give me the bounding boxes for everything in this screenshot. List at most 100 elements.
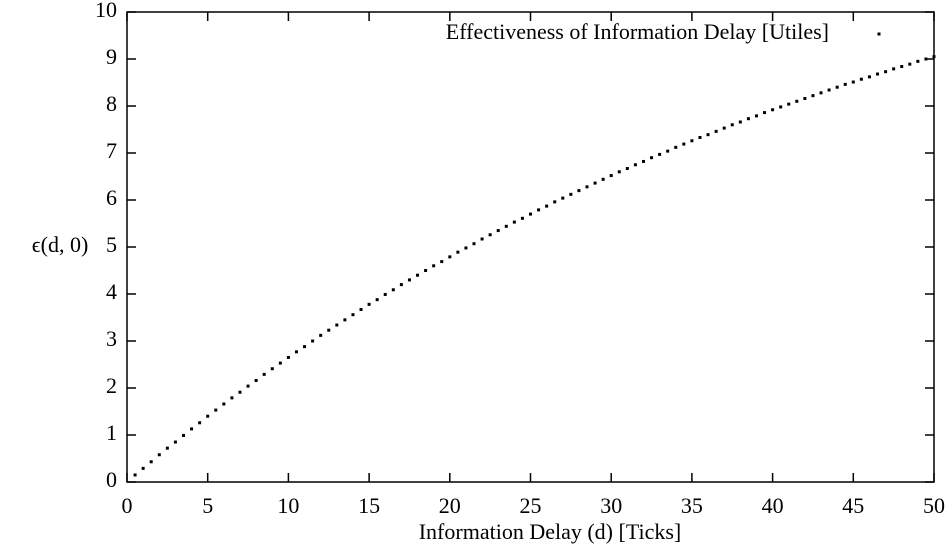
x-tick-label: 0 <box>122 493 133 518</box>
point <box>658 152 662 156</box>
point <box>181 433 185 437</box>
point <box>617 170 621 174</box>
point <box>480 237 484 241</box>
x-tick-label: 35 <box>681 493 703 518</box>
x-tick-label: 15 <box>358 493 380 518</box>
point <box>407 278 411 282</box>
point <box>141 466 145 470</box>
x-tick-label: 20 <box>439 493 461 518</box>
point <box>827 88 831 92</box>
point <box>149 460 153 464</box>
point <box>424 269 428 272</box>
point <box>666 149 670 153</box>
point <box>738 120 742 124</box>
x-tick-label: 45 <box>842 493 864 518</box>
point <box>867 75 871 79</box>
point <box>787 102 791 106</box>
point <box>674 145 678 149</box>
point <box>198 421 202 425</box>
point <box>222 402 226 406</box>
point <box>472 242 476 246</box>
point <box>214 408 218 412</box>
point <box>504 224 508 228</box>
y-tick-label: 9 <box>106 44 117 69</box>
point <box>190 427 194 431</box>
point <box>351 313 355 317</box>
point <box>440 260 444 264</box>
legend-marker <box>877 32 881 36</box>
point <box>254 378 258 382</box>
y-tick-label: 0 <box>106 467 117 492</box>
point <box>577 189 581 193</box>
y-tick-label: 2 <box>106 373 117 398</box>
point <box>488 233 492 237</box>
y-tick-label: 1 <box>106 420 117 445</box>
point <box>690 139 694 143</box>
point <box>835 85 839 89</box>
point <box>892 67 896 71</box>
y-axis-label: ϵ(d, 0) <box>32 232 89 257</box>
point <box>343 318 347 322</box>
point <box>367 302 371 306</box>
point <box>593 181 597 185</box>
point <box>601 177 605 181</box>
point <box>456 250 460 254</box>
plot-frame <box>126 11 935 483</box>
y-tick-label: 10 <box>95 0 117 22</box>
point <box>375 298 379 302</box>
x-tick-label: 30 <box>600 493 622 518</box>
point <box>512 220 516 224</box>
point <box>399 283 403 287</box>
point <box>464 246 468 250</box>
point <box>843 82 847 86</box>
y-tick-label: 6 <box>106 185 117 210</box>
point <box>763 111 767 115</box>
point <box>609 174 613 178</box>
point <box>625 167 629 171</box>
point <box>803 96 807 100</box>
point <box>698 135 702 139</box>
x-tick-label: 50 <box>923 493 945 518</box>
point <box>722 126 726 130</box>
point <box>286 355 290 359</box>
point <box>246 384 250 388</box>
point <box>529 212 532 216</box>
point <box>238 390 242 394</box>
x-axis-label: Information Delay (d) [Ticks] <box>419 519 682 544</box>
point <box>746 117 750 121</box>
point <box>391 288 395 292</box>
point <box>754 114 758 118</box>
point <box>303 345 307 349</box>
point <box>432 264 436 268</box>
point <box>876 72 880 76</box>
y-tick-label: 4 <box>106 279 117 304</box>
legend-label: Effectiveness of Information Delay [Util… <box>446 19 829 44</box>
point <box>206 414 210 418</box>
point <box>932 55 936 59</box>
point <box>900 65 904 69</box>
point <box>270 367 274 371</box>
point <box>319 333 323 337</box>
point <box>537 208 541 212</box>
point <box>771 108 775 112</box>
point <box>335 323 339 327</box>
point <box>650 156 654 160</box>
point <box>730 123 734 127</box>
point <box>916 59 920 63</box>
point <box>811 94 815 98</box>
x-tick-label: 40 <box>762 493 784 518</box>
point <box>327 328 331 332</box>
point <box>278 361 282 365</box>
point <box>173 440 177 444</box>
point <box>795 99 799 103</box>
point <box>682 142 686 146</box>
point <box>157 453 161 457</box>
point <box>553 200 557 204</box>
point <box>633 163 637 167</box>
point <box>569 192 573 196</box>
x-tick-label: 25 <box>520 493 542 518</box>
point <box>779 105 783 109</box>
point <box>585 185 589 189</box>
point <box>641 159 645 163</box>
